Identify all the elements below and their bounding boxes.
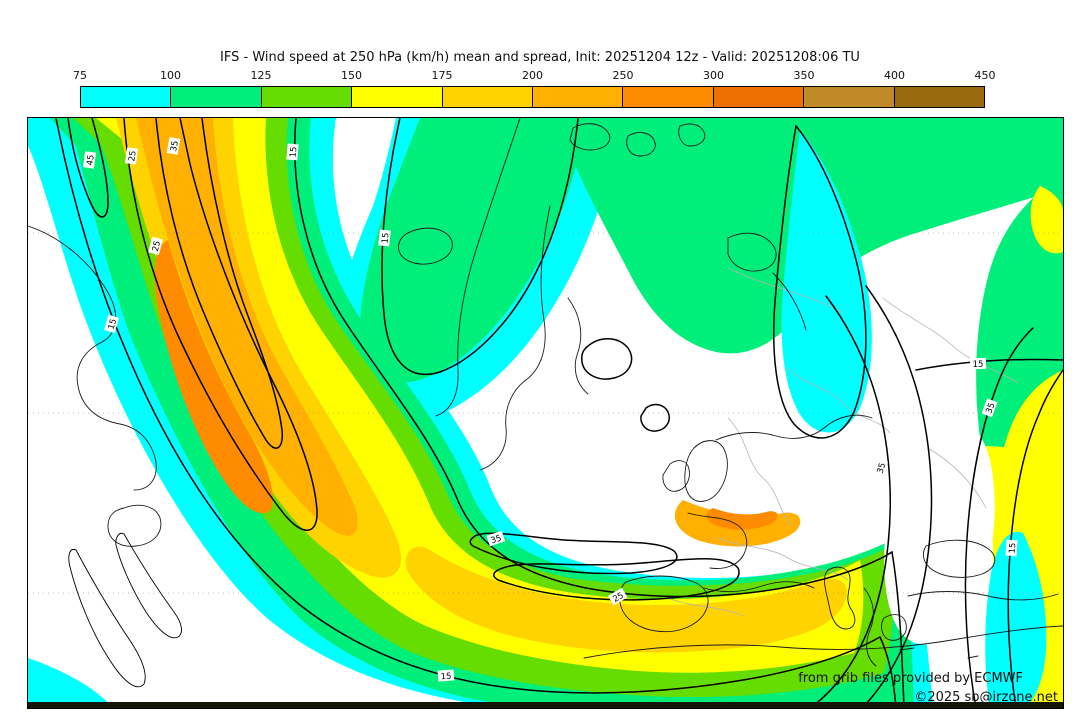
colorbar-tick: 450 — [974, 69, 996, 82]
colorbar-tick: 250 — [612, 69, 634, 82]
colorbar-tick: 125 — [250, 69, 272, 82]
svg-text:35: 35 — [876, 462, 889, 475]
map-frame: 45 25 35 15 25 15 15 15 35 25 35 35 15 15 from grib f… — [27, 117, 1064, 709]
wind-fill-gold-south-core — [405, 546, 847, 653]
contour-label-layer: 45 25 35 15 25 15 15 15 35 25 35 35 15 15 — [82, 137, 1019, 683]
contour-label: 35 — [981, 398, 997, 418]
svg-text:15: 15 — [289, 146, 300, 158]
contour-label: 25 — [124, 147, 139, 165]
contour-label: 15 — [286, 143, 300, 161]
colorbar — [80, 86, 985, 108]
svg-text:15: 15 — [107, 318, 120, 331]
colorbar-segment — [533, 87, 624, 107]
colorbar-segment — [623, 87, 714, 107]
colorbar-tick: 300 — [703, 69, 724, 82]
contour-label: 45 — [82, 151, 97, 169]
chart-title: IFS - Wind speed at 250 hPa (km/h) mean … — [220, 50, 860, 65]
contour-label: 35 — [166, 137, 181, 155]
svg-text:25: 25 — [151, 240, 163, 253]
svg-text:15: 15 — [380, 232, 391, 244]
colorbar-tick: 100 — [160, 69, 181, 82]
svg-text:15: 15 — [1008, 542, 1019, 553]
coastlines — [27, 117, 1064, 667]
wind-fill-cyan-russia-streak — [781, 130, 872, 433]
country-borders — [667, 267, 1019, 617]
attribution-ecmwf: from grib files provided by ECMWF — [798, 671, 1023, 686]
map-bottom-strip — [28, 702, 1063, 708]
wind-fill-orange-nw-core — [154, 240, 273, 514]
wind-fill-cyan-sw-corner — [28, 658, 113, 708]
wind-fill-white-trough — [884, 413, 995, 645]
svg-text:15: 15 — [973, 360, 984, 370]
weather-map: 45 25 35 15 25 15 15 15 35 25 35 35 15 15 from grib f… — [27, 117, 1064, 709]
spread-contours-thin — [68, 532, 182, 688]
contour-label: 25 — [608, 587, 628, 606]
colorbar-tick-labels: 75 100 125 150 175 200 250 300 350 400 450 — [73, 69, 996, 83]
colorbar-tick: 400 — [884, 69, 905, 82]
svg-text:15: 15 — [440, 672, 451, 683]
contour-label: 35 — [873, 458, 889, 478]
svg-text:35: 35 — [984, 402, 997, 416]
contour-label: 15 — [1005, 539, 1019, 557]
contour-label: 15 — [104, 314, 120, 334]
colorbar-tick: 75 — [73, 69, 87, 82]
colorbar-tick: 350 — [793, 69, 815, 82]
contour-label: 15 — [437, 669, 455, 683]
wind-fill-green-scandinavia — [359, 118, 586, 383]
svg-text:35: 35 — [490, 534, 503, 547]
colorbar-tick: 175 — [431, 69, 453, 82]
contour-label: 25 — [148, 236, 163, 255]
contour-label: 15 — [970, 358, 986, 370]
svg-text:35: 35 — [169, 140, 181, 152]
colorbar-segment — [713, 87, 805, 107]
contour-label: 15 — [378, 229, 392, 247]
wind-fill-yellow-east-edge-spot — [1030, 186, 1063, 254]
svg-text:25: 25 — [127, 150, 138, 162]
colorbar-segment — [804, 87, 895, 107]
colorbar-segment — [894, 87, 985, 107]
colorbar-segment — [352, 87, 443, 107]
attribution-copyright: ©2025 sb@irzone.net — [914, 690, 1058, 705]
wind-fill-cyan-east-trench — [985, 531, 1047, 708]
wind-fill-orange-south-core — [706, 508, 778, 530]
spread-contours — [55, 117, 1064, 709]
svg-text:45: 45 — [85, 154, 96, 166]
colorbar-segment — [442, 87, 534, 107]
colorbar-segment — [261, 87, 353, 107]
colorbar-segment — [171, 87, 262, 107]
contour-label: 35 — [486, 530, 506, 547]
svg-text:25: 25 — [611, 591, 625, 605]
colorbar-segment — [81, 87, 172, 107]
colorbar-tick: 200 — [522, 69, 543, 82]
colorbar-tick: 150 — [341, 69, 362, 82]
